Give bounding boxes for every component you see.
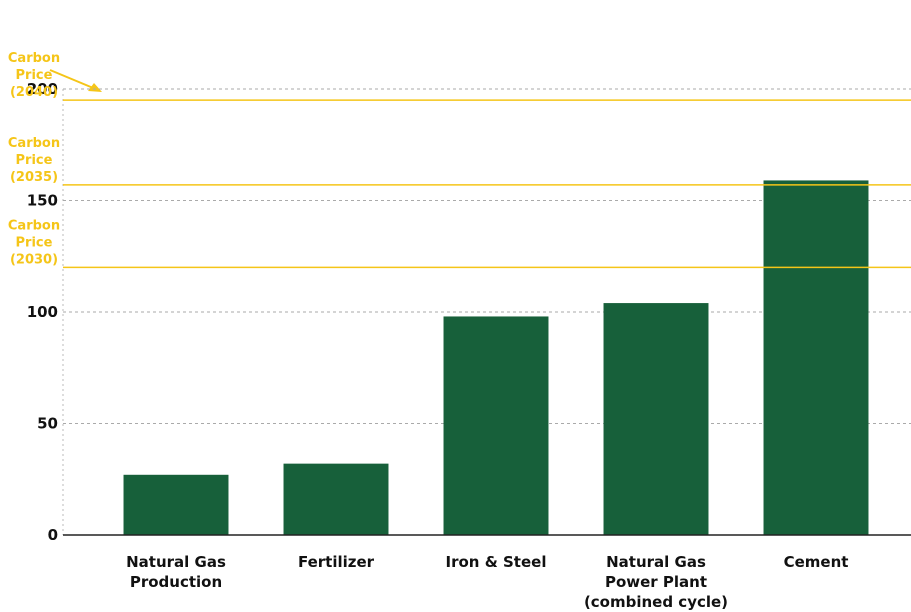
reference-label: Carbon Price (2040) [8, 51, 60, 100]
reference-label-line: Price [16, 235, 53, 250]
arrow-head [88, 83, 102, 92]
y-tick-label: 150 [27, 192, 58, 210]
x-tick-label: Iron & Steel [446, 553, 547, 571]
x-tick-label-line: Natural Gas [126, 553, 226, 571]
x-tick-label: Natural Gas Power Plant (combined cycle) [584, 553, 728, 611]
x-tick-label: Natural Gas Production [126, 553, 226, 591]
reference-label-line: Carbon [8, 136, 60, 151]
x-tick-label-line: Power Plant [605, 573, 707, 591]
bar [283, 463, 389, 535]
bar [603, 303, 709, 535]
x-tick-label-line: Iron & Steel [446, 553, 547, 571]
x-tick-label-line: Production [130, 573, 222, 591]
x-tick-label-line: Fertilizer [298, 553, 375, 571]
reference-label: Carbon Price (2035) [8, 136, 60, 185]
bar [443, 316, 549, 535]
y-tick-label: 0 [48, 526, 58, 544]
bar [123, 474, 229, 535]
x-tick-label: Fertilizer [298, 553, 375, 571]
bar [763, 180, 869, 535]
reference-label-line: (2035) [10, 170, 58, 185]
reference-label-line: Price [16, 153, 53, 168]
y-tick-label: 100 [27, 303, 58, 321]
x-tick-label-line: (combined cycle) [584, 593, 728, 611]
x-tick-label: Cement [784, 553, 849, 571]
reference-label: Carbon Price (2030) [8, 218, 60, 267]
reference-label-line: (2030) [10, 252, 58, 267]
reference-label-line: (2040) [10, 85, 58, 100]
x-tick-label-line: Cement [784, 553, 849, 571]
reference-label-line: Price [16, 68, 53, 83]
reference-label-line: Carbon [8, 51, 60, 66]
y-tick-label: 50 [37, 415, 58, 433]
annotation-arrow [49, 69, 99, 91]
y-tick-label: 200 [27, 80, 58, 98]
x-tick-label-line: Natural Gas [606, 553, 706, 571]
reference-label-line: Carbon [8, 218, 60, 233]
